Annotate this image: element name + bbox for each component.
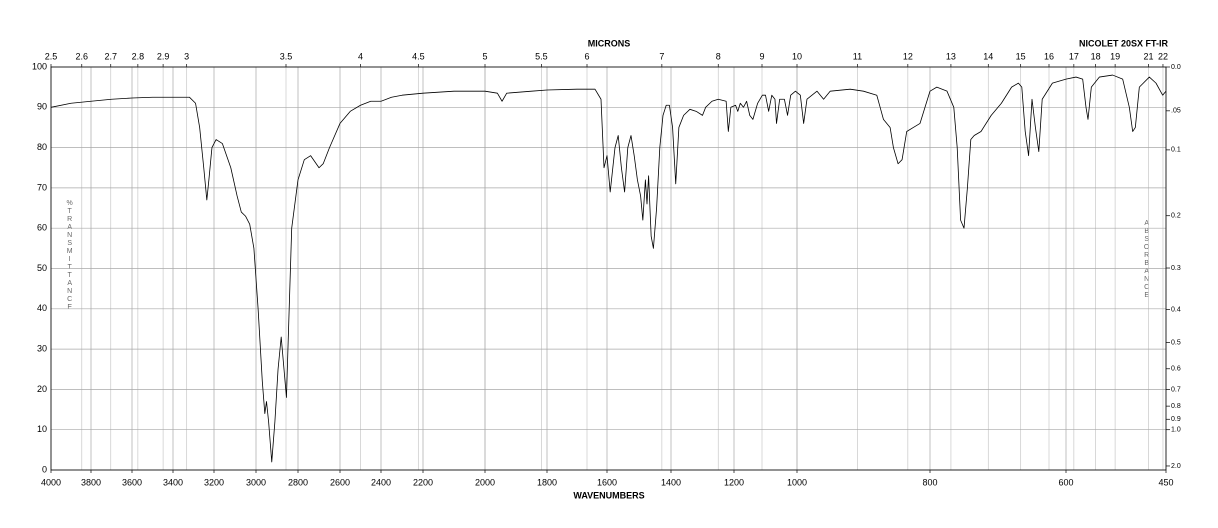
top-tick-label: 13 (946, 51, 956, 61)
annotation: NICOLET 20SX FT-IR (1079, 38, 1169, 48)
top-tick-label: 5 (482, 51, 487, 61)
y2-tick-label: 0.0 (1171, 64, 1181, 71)
x-tick-label: 1400 (661, 477, 681, 487)
x-tick-label: 1000 (787, 477, 807, 487)
x-tick-label: 1800 (537, 477, 557, 487)
y-tick-label: 0 (42, 464, 47, 474)
y2-tick-label: 1.0 (1171, 427, 1181, 434)
x-tick-label: 3000 (246, 477, 266, 487)
top-tick-label: 7 (659, 51, 664, 61)
top-tick-label: 6 (584, 51, 589, 61)
top-tick-label: 2.5 (45, 51, 58, 61)
top-tick-label: 8 (716, 51, 721, 61)
plot-frame (50, 66, 1167, 471)
y-tick-label: 90 (37, 102, 47, 112)
x-tick-label: 3600 (122, 477, 142, 487)
x-tick-label: 3400 (163, 477, 183, 487)
top-tick-label: 21 (1144, 51, 1154, 61)
x-axis-title: WAVENUMBERS (573, 490, 644, 500)
x-tick-label: 2200 (413, 477, 433, 487)
y2-tick-label: 2.0 (1171, 463, 1181, 470)
x-tick-label: 4000 (41, 477, 61, 487)
top-tick-label: 2.6 (76, 51, 89, 61)
top-tick-label: 3.5 (280, 51, 293, 61)
top-tick-label: 4.5 (412, 51, 425, 61)
x-tick-label: 450 (1158, 477, 1173, 487)
top-tick-label: 11 (853, 51, 862, 61)
y2-tick-label: .05 (1171, 108, 1181, 115)
y-tick-label: 80 (37, 142, 47, 152)
y-tick-label: 70 (37, 182, 47, 192)
y-tick-label: 50 (37, 263, 47, 273)
x-tick-label: 1600 (597, 477, 617, 487)
top-tick-label: 14 (983, 51, 993, 61)
y2-tick-label: 0.4 (1171, 306, 1181, 313)
top-tick-label: 10 (792, 51, 802, 61)
top-tick-label: 4 (358, 51, 363, 61)
y2-tick-label: 0.8 (1171, 403, 1181, 410)
y-tick-label: 40 (37, 303, 47, 313)
x-tick-label: 2800 (288, 477, 308, 487)
y2-tick-label: 0.5 (1171, 339, 1181, 346)
top-tick-label: 9 (759, 51, 764, 61)
x-tick-label: 3200 (204, 477, 224, 487)
top-tick-label: 19 (1110, 51, 1120, 61)
y-tick-label: 30 (37, 343, 47, 353)
top-tick-label: 18 (1091, 51, 1101, 61)
y2-tick-label: 0.2 (1171, 213, 1181, 220)
top-tick-label: 12 (903, 51, 913, 61)
x-tick-label: 2000 (475, 477, 495, 487)
top-tick-label: 15 (1016, 51, 1026, 61)
y2-tick-label: 0.6 (1171, 366, 1181, 373)
top-tick-label: 2.8 (132, 51, 145, 61)
top-tick-label: 16 (1044, 51, 1054, 61)
top-tick-label: 2.7 (104, 51, 117, 61)
top-axis-title: MICRONS (588, 38, 631, 48)
top-tick-label: 3 (184, 51, 189, 61)
top-tick-label: 22 (1158, 51, 1168, 61)
x-tick-label: 3800 (81, 477, 101, 487)
x-tick-label: 2600 (330, 477, 350, 487)
y2-tick-label: 0.9 (1171, 416, 1181, 423)
y2-tick-label: 0.1 (1171, 147, 1181, 154)
x-tick-label: 1200 (724, 477, 744, 487)
top-tick-label: 5.5 (535, 51, 548, 61)
top-tick-label: 2.9 (157, 51, 170, 61)
top-tick-label: 17 (1069, 51, 1079, 61)
x-tick-label: 600 (1058, 477, 1073, 487)
x-tick-label: 2400 (371, 477, 391, 487)
y-axis-title: %TRANSMITTANCE (66, 200, 73, 312)
y-tick-label: 100 (32, 61, 47, 71)
y2-tick-label: 0.3 (1171, 265, 1181, 272)
y-tick-label: 20 (37, 384, 47, 394)
y-tick-label: 10 (37, 424, 47, 434)
y-tick-label: 60 (37, 223, 47, 233)
y2-axis-title: ABSORBANCE (1143, 220, 1150, 300)
spectrum-line (50, 74, 1167, 463)
y2-tick-label: 0.7 (1171, 386, 1181, 393)
x-tick-label: 800 (922, 477, 937, 487)
